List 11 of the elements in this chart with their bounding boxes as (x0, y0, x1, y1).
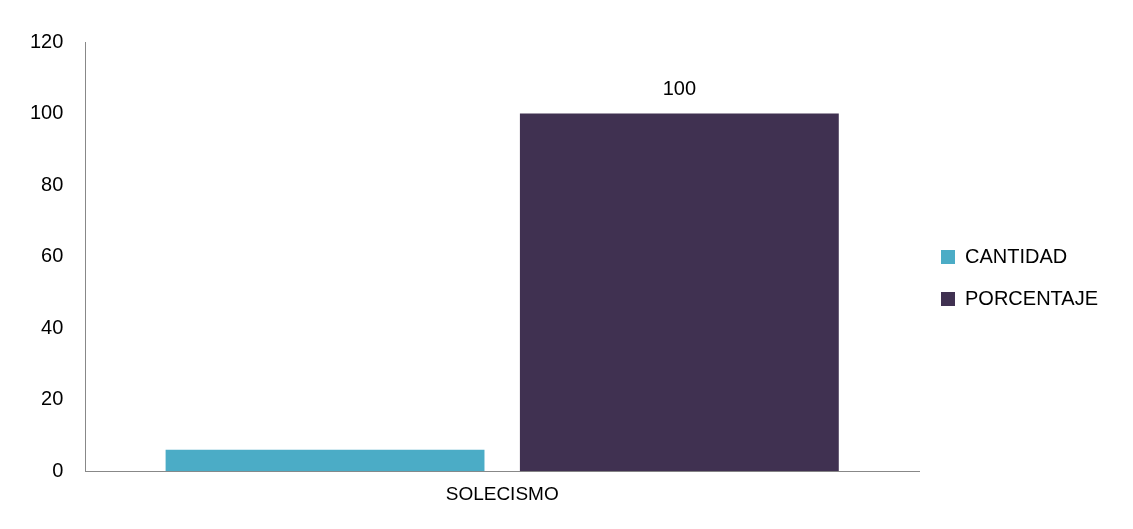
y-tick-label: 20 (41, 387, 64, 410)
legend-label: PORCENTAJE (965, 286, 1099, 309)
x-tick-label: SOLECISMO (445, 482, 559, 504)
y-tick-label: 120 (29, 29, 64, 52)
y-tick-label: 100 (29, 101, 64, 124)
y-tick-label: 80 (41, 172, 64, 195)
y-tick-label: 0 (52, 458, 64, 481)
y-tick-label: 60 (41, 244, 64, 267)
data-label: 100 (662, 77, 697, 100)
legend-label: CANTIDAD (965, 244, 1068, 267)
y-tick-label: 40 (41, 315, 64, 338)
